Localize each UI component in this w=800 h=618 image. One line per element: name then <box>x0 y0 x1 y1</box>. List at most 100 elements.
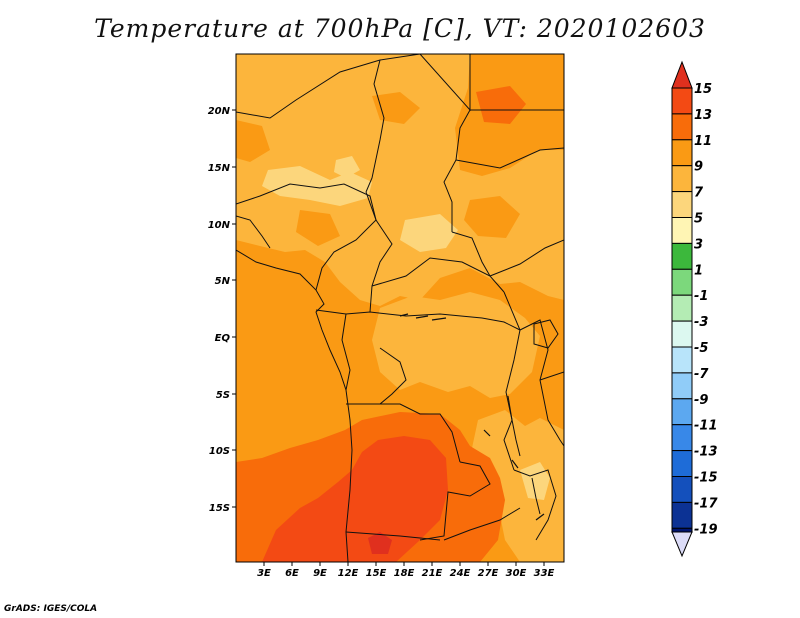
colorbar-bottom-arrow <box>671 531 693 558</box>
colorbar-label-m9: -9 <box>694 393 708 408</box>
field-gt15 <box>368 532 392 554</box>
colorbar-label-m7: -7 <box>694 367 709 382</box>
border-drc <box>379 347 407 405</box>
lon-label-9e: 9E <box>313 568 327 579</box>
country-borders <box>236 54 564 562</box>
colorbar-label-m19: -19 <box>694 522 718 537</box>
lon-label-6e: 6E <box>285 568 299 579</box>
border-sahara <box>236 54 421 119</box>
border-zambia <box>443 507 521 541</box>
border-lake-tanganyika <box>507 395 521 457</box>
lat-label-eq: EQ <box>215 333 231 344</box>
colorbar <box>671 60 693 558</box>
lake-mark-5 <box>511 459 519 469</box>
border-angola-east <box>419 461 491 541</box>
colorbar-label-m13: -13 <box>694 445 718 460</box>
border-chad-west <box>443 109 471 232</box>
colorbar-box-m13-m11 <box>671 424 693 452</box>
map-frame <box>235 53 565 563</box>
colorbar-box-3-5 <box>671 217 693 244</box>
lon-label-33e: 33E <box>534 568 555 579</box>
lon-axis: 3E 6E 9E 12E 15E 18E 21E 24E 27E 30E 33E <box>257 562 555 579</box>
border-namibia <box>345 531 441 541</box>
field-9-11-a <box>296 210 340 246</box>
colorbar-box-m17-m15 <box>671 476 693 503</box>
colorbar-label-1: 1 <box>694 263 703 278</box>
field-7-9-central <box>372 292 540 398</box>
field-7-9-east <box>472 410 564 562</box>
lon-label-30e: 30E <box>506 568 527 579</box>
lat-label-10n: 10N <box>208 220 231 231</box>
border-congo-west <box>341 313 351 391</box>
colorbar-label-15: 15 <box>694 82 712 97</box>
lakes <box>399 313 545 521</box>
colorbar-box-m9-m7 <box>671 372 693 400</box>
colorbar-label-m15: -15 <box>694 471 718 486</box>
colorbar-box-m19-m17 <box>671 501 693 529</box>
border-cameroon <box>365 191 393 313</box>
colorbar-box-13-15 <box>671 87 693 115</box>
lake-mark-3 <box>399 313 409 317</box>
colorbar-label-11: 11 <box>694 134 712 149</box>
field-13-15 <box>262 436 448 562</box>
lake-mark-4 <box>483 429 491 437</box>
lon-label-21e: 21E <box>422 568 443 579</box>
colorbar-box-5-7 <box>671 191 693 219</box>
border-angola-north <box>346 403 461 463</box>
border-chad-south <box>451 231 491 277</box>
lake-mark-6 <box>535 513 545 521</box>
colorbar-box-11-13 <box>671 113 693 141</box>
colorbar-top-arrow <box>671 60 693 89</box>
lon-label-18e: 18E <box>394 568 415 579</box>
temperature-field <box>236 54 564 562</box>
field-9-11-c <box>236 120 270 162</box>
colorbar-label-m3: -3 <box>694 315 708 330</box>
colorbar-labels: 15 13 11 9 7 5 3 1 -1 -3 -5 -7 -9 -11 -1… <box>694 82 718 537</box>
colorbar-label-13: 13 <box>694 108 712 123</box>
field-9-11-d <box>372 92 420 124</box>
lat-axis: 20N 15N 10N 5N EQ 5S 10S 15S <box>208 106 236 514</box>
border-nigeria <box>236 183 377 291</box>
colorbar-label-m5: -5 <box>694 341 708 356</box>
colorbar-label-m17: -17 <box>694 496 718 511</box>
colorbar-box-m15-m13 <box>671 450 693 478</box>
border-south-east <box>513 469 557 541</box>
lake-mark-1 <box>415 315 429 319</box>
colorbar-box-m7-m5 <box>671 346 693 374</box>
border-west-coast <box>236 249 353 562</box>
colorbar-label-m11: -11 <box>694 419 718 434</box>
field-11-13-ne <box>476 86 526 124</box>
field-5-7-c <box>334 156 360 178</box>
colorbar-label-7: 7 <box>694 186 704 201</box>
colorbar-box-9-11 <box>671 139 693 167</box>
border-east-upper <box>489 239 564 277</box>
lon-label-24e: 24E <box>450 568 471 579</box>
border-congo-north <box>315 309 521 331</box>
border-sudan-lower <box>455 147 564 169</box>
lat-label-20n: 20N <box>208 106 231 117</box>
colorbar-label-3: 3 <box>694 237 703 252</box>
border-lake-victoria <box>533 319 559 349</box>
colorbar-box-m3-m1 <box>671 294 693 322</box>
lat-label-5s: 5S <box>216 390 230 401</box>
lon-label-27e: 27E <box>478 568 499 579</box>
lat-label-15s: 15S <box>209 503 230 514</box>
lon-label-12e: 12E <box>338 568 359 579</box>
border-tanzania <box>539 371 564 381</box>
lat-label-5n: 5N <box>215 276 231 287</box>
map-title: Temperature at 700hPa [C], VT: 202010260… <box>94 14 706 43</box>
colorbar-label-9: 9 <box>694 160 703 175</box>
border-niger-north <box>365 59 385 193</box>
lon-label-15e: 15E <box>366 568 387 579</box>
border-small-west <box>236 215 271 249</box>
border-lake-malawi <box>531 477 541 515</box>
colorbar-box-m5-m3 <box>671 320 693 348</box>
colorbar-box-1-3 <box>671 242 693 270</box>
border-car <box>371 257 505 293</box>
lat-label-15n: 15N <box>208 163 231 174</box>
grads-credit: GrADS: IGES/COLA <box>4 604 98 614</box>
colorbar-box-7-9 <box>671 165 693 193</box>
lake-mark-2 <box>431 317 447 321</box>
colorbar-label-m1: -1 <box>694 289 708 304</box>
